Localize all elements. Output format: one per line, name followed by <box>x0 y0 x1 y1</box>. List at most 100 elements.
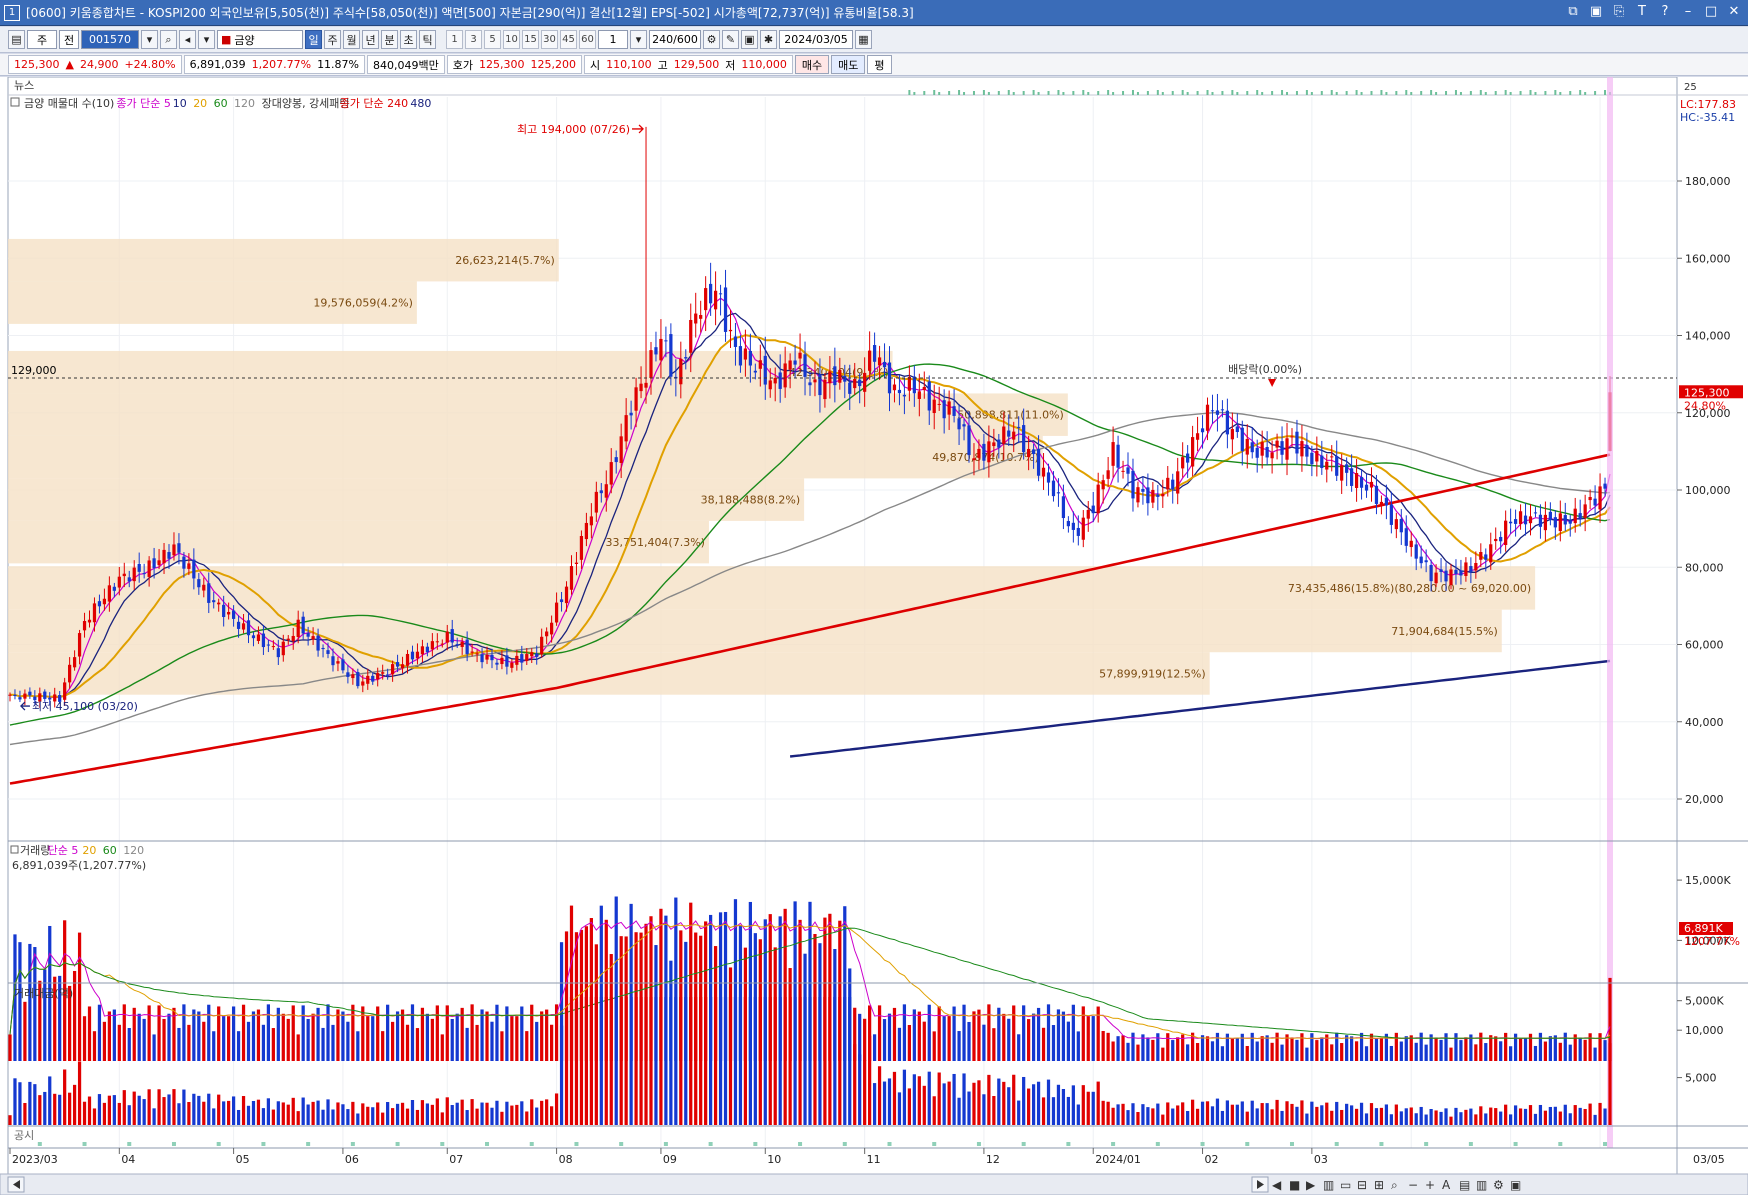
range-input[interactable]: 240/600 <box>649 30 701 49</box>
minus-icon[interactable]: − <box>1408 1178 1418 1192</box>
volume-bar <box>679 930 683 1061</box>
period-second[interactable]: 초 <box>400 30 417 49</box>
panel-icon[interactable]: ▤ <box>1459 1178 1470 1192</box>
save-icon[interactable]: ▣ <box>741 30 758 49</box>
interval-10[interactable]: 10 <box>503 30 520 49</box>
amount-bar <box>1444 1108 1448 1125</box>
speaker-icon[interactable]: ◂ <box>179 30 196 49</box>
period-tick[interactable]: 틱 <box>419 30 436 49</box>
volume-bar <box>371 1016 375 1061</box>
zoom-in-icon[interactable]: ⊞ <box>1374 1178 1384 1192</box>
calendar-icon[interactable]: ▦ <box>855 30 872 49</box>
minimize-icon[interactable]: – <box>1684 4 1692 19</box>
candle-body <box>222 604 226 618</box>
count-input[interactable]: 1 <box>598 30 628 49</box>
candle-body <box>554 602 559 623</box>
volume-bar <box>535 1021 539 1061</box>
candle-body <box>495 662 499 665</box>
legend-item: 120 <box>123 844 144 857</box>
news-marker <box>938 92 941 95</box>
zoom-out-icon[interactable]: ⊟ <box>1357 1178 1367 1192</box>
notice-marker <box>1289 1142 1294 1146</box>
font-icon[interactable]: A <box>1442 1178 1451 1192</box>
interval-45[interactable]: 45 <box>560 30 577 49</box>
scroll-bar[interactable]: ◀ ■ ▶ ▥ ▭ ⊟ ⊞ ⌕ − + A ▤ ▥ ⚙ ▣ <box>0 1173 1748 1195</box>
plus-icon[interactable]: + <box>1425 1178 1435 1192</box>
candle-body <box>82 621 87 631</box>
amount-bar <box>1384 1104 1389 1125</box>
maximize-icon[interactable]: □ <box>1704 4 1718 19</box>
amount-bar <box>1469 1108 1473 1125</box>
market2-select[interactable]: 전 <box>59 30 79 49</box>
interval-1[interactable]: 1 <box>446 30 463 49</box>
candle-body <box>63 682 67 700</box>
interval-60[interactable]: 60 <box>579 30 596 49</box>
candle-body <box>1558 513 1562 532</box>
candle-body <box>1111 442 1115 466</box>
chevron-down-icon[interactable]: ▾ <box>198 30 215 49</box>
chevron-down-icon[interactable]: ▾ <box>630 30 647 49</box>
draw-icon[interactable]: ✎ <box>722 30 739 49</box>
amount-bar <box>1111 1107 1115 1125</box>
amount-bar <box>291 1097 295 1125</box>
stop-icon[interactable]: ■ <box>1289 1178 1300 1192</box>
avg-button[interactable]: 평 <box>867 55 892 74</box>
amount-bar <box>147 1089 151 1125</box>
period-day[interactable]: 일 <box>305 30 322 49</box>
search-icon[interactable]: ⌕ <box>1391 1178 1398 1192</box>
save-icon[interactable]: ▣ <box>1510 1178 1521 1192</box>
interval-15[interactable]: 15 <box>522 30 539 49</box>
chevron-down-icon[interactable]: ▾ <box>141 30 158 49</box>
date-input[interactable]: 2024/03/05 <box>779 30 853 49</box>
candle-body <box>1056 492 1061 494</box>
settings-icon[interactable]: ⚙ <box>1493 1178 1504 1192</box>
font-icon[interactable]: T <box>1638 4 1646 19</box>
layout-icon[interactable]: ▤ <box>8 30 25 49</box>
news-marker <box>1037 92 1040 95</box>
interval-30[interactable]: 30 <box>541 30 558 49</box>
amount-bar <box>1389 1114 1393 1125</box>
news-marker <box>1087 92 1090 95</box>
volume-bar <box>475 1024 479 1061</box>
period-year[interactable]: 년 <box>362 30 379 49</box>
amount-bar <box>1379 1107 1384 1125</box>
interval-5[interactable]: 5 <box>484 30 501 49</box>
grid-icon[interactable]: ▥ <box>1476 1178 1487 1192</box>
next-icon[interactable]: ▶ <box>1306 1178 1316 1192</box>
candle-body <box>187 563 191 569</box>
stock-name-field[interactable]: ■ 금양 <box>217 30 303 49</box>
stock-code-input[interactable]: 001570 <box>81 30 139 49</box>
amount-bar <box>435 1098 439 1125</box>
amount-bar <box>962 1073 966 1125</box>
chart-area[interactable]: 뉴스 25 26,623,214(5.7%)19,576,059(4.2%)42… <box>0 77 1748 1195</box>
amount-bar <box>286 1104 290 1125</box>
buy-button[interactable]: 매수 <box>794 55 830 74</box>
amount-bar <box>868 1035 872 1125</box>
period-month[interactable]: 월 <box>343 30 360 49</box>
close-icon[interactable]: ✕ <box>1728 4 1740 19</box>
link-icon[interactable]: ⎘ <box>1613 4 1625 19</box>
low-label: 저 <box>725 58 736 72</box>
settings-icon[interactable]: ✱ <box>760 30 777 49</box>
scroll-tools[interactable]: ◀ ■ ▶ ▥ ▭ ⊟ ⊞ ⌕ − + A ▤ ▥ ⚙ ▣ <box>1272 1178 1521 1192</box>
interval-3[interactable]: 3 <box>465 30 482 49</box>
sell-button[interactable]: 매도 <box>831 55 866 74</box>
volume-bar <box>564 931 569 1061</box>
candle-body <box>177 543 181 553</box>
search-icon[interactable]: ⌕ <box>160 30 177 49</box>
volume-bar <box>326 1004 330 1061</box>
range-icon[interactable]: ▥ <box>1323 1178 1334 1192</box>
amount-bar <box>480 1102 484 1125</box>
restore-icon[interactable]: ⧉ <box>1568 4 1578 19</box>
period-week[interactable]: 주 <box>324 30 341 49</box>
prev-icon[interactable]: ◀ <box>1272 1178 1282 1192</box>
volume-bar <box>386 1004 390 1061</box>
tile-icon[interactable]: ▣ <box>1589 4 1603 19</box>
volume-profile-label: 73,435,486(15.8%)(80,280.00 ~ 69,020.00) <box>1288 582 1531 595</box>
news-marker <box>1370 91 1373 95</box>
market-select[interactable]: 주 <box>27 30 57 49</box>
tools-icon[interactable]: ⚙ <box>703 30 720 49</box>
period-minute[interactable]: 분 <box>381 30 398 49</box>
help-icon[interactable]: ? <box>1661 4 1669 19</box>
view-icon[interactable]: ▭ <box>1340 1178 1351 1192</box>
